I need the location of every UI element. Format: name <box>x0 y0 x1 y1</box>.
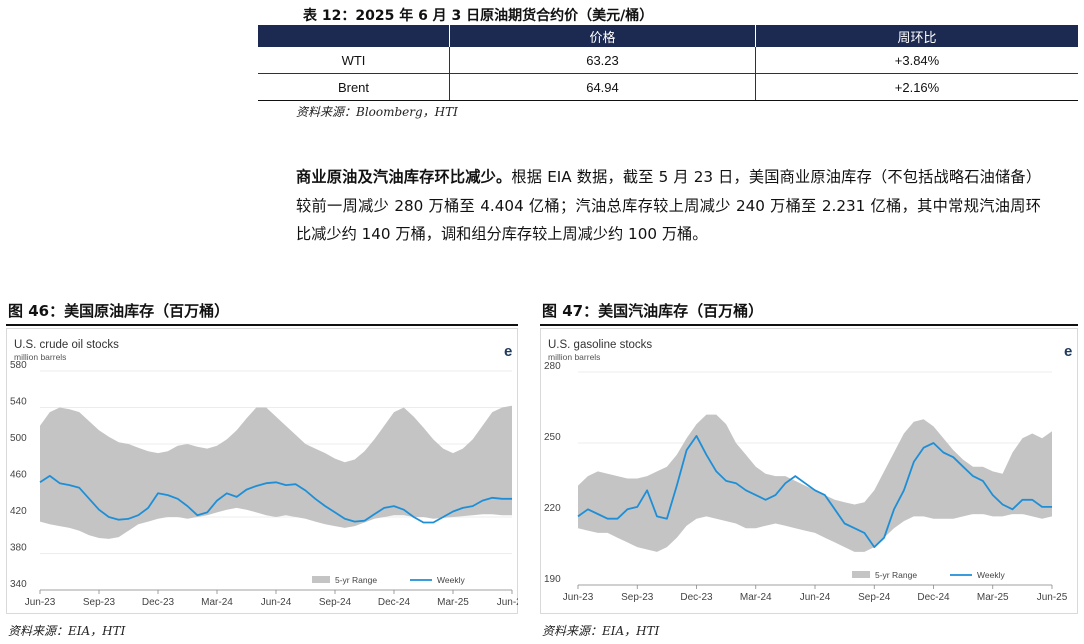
body-paragraph: 商业原油及汽油库存环比减少。根据 EIA 数据，截至 5 月 23 日，美国商业… <box>296 163 1041 249</box>
y-tick-label: 250 <box>544 432 561 443</box>
x-tick-label: Jun-24 <box>261 597 292 608</box>
figure-46-rule <box>6 324 518 326</box>
x-tick-label: Mar-24 <box>740 592 772 603</box>
eia-logo-icon: e <box>504 343 512 360</box>
y-tick-label: 460 <box>10 470 27 481</box>
chart-ylabel: million barrels <box>14 352 66 362</box>
y-tick-label: 540 <box>10 397 27 408</box>
table-row: Brent 64.94 +2.16% <box>258 73 1078 101</box>
y-tick-label: 380 <box>10 543 27 554</box>
weekly-series-line <box>39 475 512 524</box>
x-tick-label: Sep-24 <box>858 592 891 603</box>
y-tick-label: 340 <box>10 579 27 590</box>
legend-range-label: 5-yr Range <box>335 575 377 585</box>
legend-range-swatch <box>312 576 330 583</box>
figure-46-title: 图 46：美国原油库存（百万桶） <box>8 302 230 320</box>
eia-logo-icon: e <box>1064 343 1072 360</box>
x-tick-label: Jun-23 <box>25 597 56 608</box>
chart-title: U.S. crude oil stocks <box>14 339 119 351</box>
x-tick-label: Dec-24 <box>378 597 411 608</box>
figure-47-title: 图 47：美国汽油库存（百万桶） <box>542 302 764 320</box>
y-tick-label: 190 <box>544 574 561 585</box>
header-price: 价格 <box>449 25 756 47</box>
y-tick-label: 280 <box>544 361 561 372</box>
row-price: 63.23 <box>449 47 756 74</box>
x-tick-label: Sep-23 <box>83 597 116 608</box>
x-tick-label: Mar-25 <box>437 597 469 608</box>
weekly-series-line <box>577 435 1052 548</box>
x-tick-label: Sep-23 <box>621 592 654 603</box>
x-tick-label: Mar-24 <box>201 597 233 608</box>
paragraph-lead: 商业原油及汽油库存环比减少。 <box>296 168 512 186</box>
row-name: Brent <box>258 73 450 101</box>
legend-weekly-label: Weekly <box>977 570 1005 580</box>
row-change: +2.16% <box>755 73 1078 101</box>
legend-weekly-label: Weekly <box>437 575 465 585</box>
figure-46-source: 资料来源：EIA，HTI <box>8 624 126 638</box>
figure-47-source: 资料来源：EIA，HTI <box>542 624 660 638</box>
x-tick-label: Mar-25 <box>977 592 1009 603</box>
row-change: +3.84% <box>755 47 1078 74</box>
header-weekly-change: 周环比 <box>755 25 1078 47</box>
x-tick-label: Dec-23 <box>680 592 713 603</box>
x-tick-label: Jun-23 <box>563 592 594 603</box>
y-tick-label: 500 <box>10 433 27 444</box>
header-blank <box>258 25 450 47</box>
table-row: WTI 63.23 +3.84% <box>258 47 1078 74</box>
x-tick-label: Jun-25 <box>497 597 518 608</box>
figure-47-rule <box>540 324 1078 326</box>
chart-title: U.S. gasoline stocks <box>548 339 652 351</box>
y-tick-label: 580 <box>10 360 27 371</box>
row-price: 64.94 <box>449 73 756 101</box>
futures-price-table: 价格 周环比 WTI 63.23 +3.84% Brent 64.94 +2.1… <box>258 25 1078 101</box>
row-name: WTI <box>258 47 450 74</box>
x-tick-label: Dec-23 <box>142 597 175 608</box>
table-header-row: 价格 周环比 <box>258 25 1078 47</box>
five-year-range-area <box>578 414 1052 552</box>
y-tick-label: 420 <box>10 506 27 517</box>
x-tick-label: Sep-24 <box>319 597 352 608</box>
x-tick-label: Jun-24 <box>800 592 831 603</box>
chart-ylabel: million barrels <box>548 352 600 362</box>
x-tick-label: Dec-24 <box>917 592 950 603</box>
paragraph-body: 根据 EIA 数据，截至 5 月 23 日，美国商业原油库存（不包括战略石油储备… <box>296 168 1042 243</box>
table-source: 资料来源：Bloomberg，HTI <box>296 105 458 119</box>
y-tick-label: 220 <box>544 503 561 514</box>
legend-range-label: 5-yr Range <box>875 570 917 580</box>
table-title: 表 12：2025 年 6 月 3 日原油期货合约价（美元/桶） <box>303 8 654 24</box>
x-tick-label: Jun-25 <box>1037 592 1068 603</box>
legend-range-swatch <box>852 571 870 578</box>
